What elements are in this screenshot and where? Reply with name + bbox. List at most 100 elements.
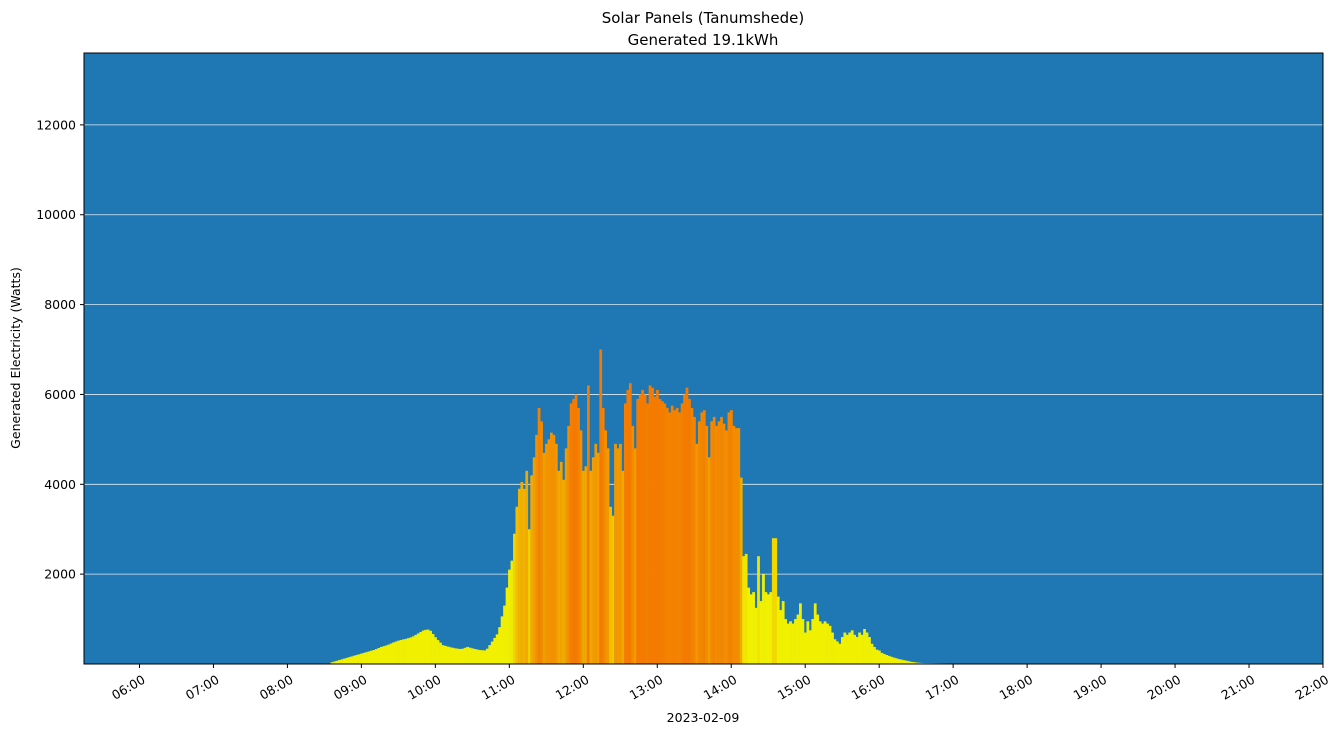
generation-bar bbox=[384, 645, 388, 664]
generation-bar bbox=[382, 646, 386, 664]
generation-bar bbox=[774, 538, 778, 664]
generation-bar bbox=[535, 434, 538, 665]
x-tick-label: 08:00 bbox=[257, 672, 296, 703]
generation-bar bbox=[710, 421, 714, 664]
generation-bar bbox=[542, 452, 546, 664]
generation-bar bbox=[434, 637, 437, 664]
generation-bar bbox=[527, 529, 531, 664]
generation-bar bbox=[885, 655, 889, 664]
generation-bar bbox=[811, 619, 815, 664]
generation-bar bbox=[764, 592, 768, 664]
generation-bar bbox=[399, 639, 403, 664]
generation-bar bbox=[525, 470, 529, 664]
generation-bar bbox=[887, 655, 891, 664]
generation-bar bbox=[557, 470, 561, 664]
generation-bar bbox=[473, 648, 477, 664]
generation-bar bbox=[547, 439, 551, 664]
generation-bar bbox=[407, 638, 410, 664]
generation-bar bbox=[806, 621, 810, 664]
generation-bar bbox=[833, 639, 837, 664]
generation-bar bbox=[860, 634, 864, 664]
generation-bar bbox=[705, 425, 709, 664]
generation-bar bbox=[584, 466, 588, 664]
generation-bar bbox=[466, 646, 469, 664]
generation-bar bbox=[599, 349, 603, 664]
generation-bar bbox=[641, 389, 645, 664]
generation-bar bbox=[367, 651, 371, 664]
generation-bar bbox=[828, 625, 832, 664]
generation-bar bbox=[700, 412, 704, 664]
generation-bar bbox=[446, 646, 450, 664]
generation-bar bbox=[907, 661, 911, 664]
generation-bar bbox=[821, 623, 825, 664]
generation-bar bbox=[365, 652, 368, 664]
generation-bar bbox=[678, 412, 681, 664]
generation-bar bbox=[480, 650, 484, 664]
generation-bar bbox=[702, 410, 706, 664]
generation-bar bbox=[801, 619, 805, 664]
generation-bar bbox=[855, 637, 859, 664]
generation-bar bbox=[858, 632, 861, 664]
generation-bar bbox=[853, 634, 857, 664]
generation-bar bbox=[734, 428, 738, 664]
generation-bar bbox=[522, 488, 526, 664]
generation-bar bbox=[626, 389, 630, 664]
generation-bar bbox=[808, 630, 812, 664]
chart-title-line-1: Solar Panels (Tanumshede) bbox=[602, 9, 805, 27]
generation-bar bbox=[919, 662, 923, 664]
generation-bar bbox=[784, 619, 788, 664]
y-tick-label: 8000 bbox=[44, 297, 76, 312]
generation-bar bbox=[545, 443, 548, 664]
generation-bar bbox=[350, 656, 354, 664]
generation-bar bbox=[448, 647, 452, 664]
generation-bar bbox=[550, 432, 553, 664]
generation-bar bbox=[873, 646, 876, 664]
generation-bar bbox=[757, 556, 760, 664]
generation-bar bbox=[727, 412, 731, 664]
generation-bar bbox=[803, 632, 807, 664]
generation-bar bbox=[476, 649, 479, 664]
generation-bar bbox=[355, 655, 358, 664]
generation-bar bbox=[623, 403, 627, 664]
generation-bar bbox=[431, 633, 435, 664]
generation-bar bbox=[905, 660, 908, 664]
generation-bar bbox=[685, 387, 689, 664]
generation-bar bbox=[902, 660, 906, 664]
generation-bar bbox=[643, 394, 647, 664]
x-tick-label: 09:00 bbox=[331, 672, 370, 703]
generation-bar bbox=[717, 421, 721, 664]
generation-bar bbox=[416, 633, 420, 664]
y-tick-label: 12000 bbox=[36, 117, 76, 132]
generation-bar bbox=[781, 601, 785, 664]
generation-bar bbox=[379, 646, 383, 664]
generation-bar bbox=[441, 645, 445, 664]
generation-bar bbox=[863, 628, 866, 664]
generation-bar bbox=[665, 407, 669, 664]
generation-bar bbox=[402, 639, 405, 664]
generation-bar bbox=[628, 383, 632, 664]
y-tick-label: 4000 bbox=[44, 477, 76, 492]
generation-bar bbox=[697, 421, 701, 664]
plot-frame bbox=[83, 52, 1324, 665]
generation-bar bbox=[660, 401, 664, 664]
generation-bar bbox=[759, 601, 763, 664]
y-axis-label: Generated Electricity (Watts) bbox=[8, 267, 23, 449]
generation-bar bbox=[505, 587, 509, 665]
generation-bar bbox=[616, 448, 620, 664]
generation-bar bbox=[611, 515, 615, 664]
generation-bar bbox=[345, 657, 349, 664]
generation-bar bbox=[614, 443, 617, 664]
generation-bar bbox=[458, 648, 462, 664]
generation-bar bbox=[601, 407, 605, 664]
generation-bar bbox=[636, 398, 640, 664]
generation-bar bbox=[392, 642, 395, 664]
generation-bar bbox=[897, 659, 901, 664]
x-tick-label: 22:00 bbox=[1292, 672, 1331, 703]
generation-bar bbox=[478, 650, 482, 664]
generation-bar bbox=[520, 482, 524, 664]
generation-bar bbox=[606, 448, 610, 664]
generation-bar bbox=[880, 652, 884, 664]
generation-bar bbox=[742, 556, 746, 664]
generation-bar bbox=[471, 648, 474, 664]
